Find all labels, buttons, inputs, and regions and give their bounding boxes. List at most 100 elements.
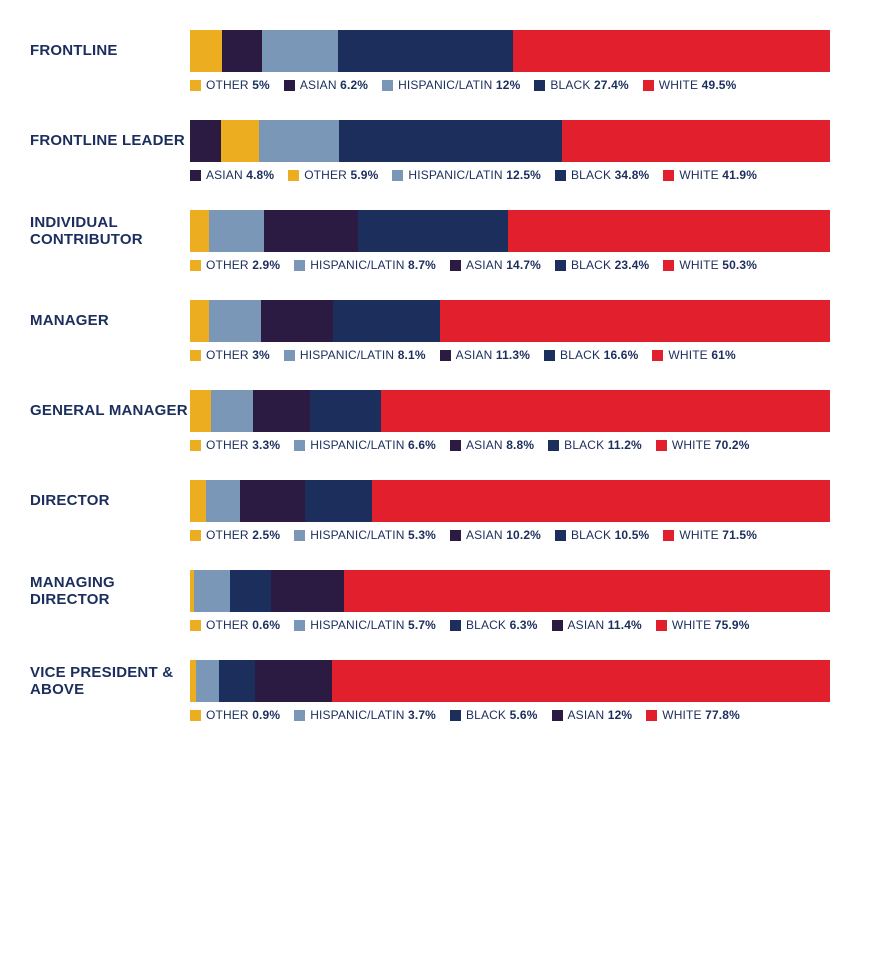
demographics-stacked-bar-chart: FRONTLINE OTHER 5%ASIAN 6.2%HISPANIC/LATI… [30,30,830,722]
legend-swatch-hispanic [294,440,305,451]
legend-text: OTHER 5% [206,78,270,92]
legend-swatch-other [190,350,201,361]
legend-text: BLACK 6.3% [466,618,538,632]
bar-segment-asian [261,300,333,342]
legend-item-hispanic: HISPANIC/LATIN 5.7% [294,618,436,632]
legend-text: OTHER 5.9% [304,168,378,182]
legend-value: 10.2% [506,528,541,542]
legend-item-black: BLACK 5.6% [450,708,538,722]
legend-item-hispanic: HISPANIC/LATIN 6.6% [294,438,436,452]
legend-text: BLACK 5.6% [466,708,538,722]
legend-category: WHITE [662,708,701,722]
legend-text: HISPANIC/LATIN 3.7% [310,708,436,722]
legend-value: 5.9% [350,168,378,182]
legend-value: 27.4% [594,78,629,92]
legend-text: ASIAN 10.2% [466,528,541,542]
legend-text: HISPANIC/LATIN 8.7% [310,258,436,272]
legend-text: WHITE 77.8% [662,708,740,722]
legend-item-black: BLACK 23.4% [555,258,649,272]
row-label: MANAGING DIRECTOR [30,574,190,609]
row-legend: OTHER 0.9% HISPANIC/LATIN 3.7% BLACK 5.6% A… [190,708,830,722]
row-legend: OTHER 3%HISPANIC/LATIN 8.1%ASIAN 11.3%BL… [190,348,830,362]
bar-segment-other [190,480,206,522]
row-legend: OTHER 5%ASIAN 6.2%HISPANIC/LATIN 12%BLAC… [190,78,830,92]
bar-segment-other [221,120,259,162]
legend-text: BLACK 16.6% [560,348,638,362]
legend-value: 0.6% [252,618,280,632]
legend-swatch-white [643,80,654,91]
legend-swatch-black [555,170,566,181]
bar-segment-white [562,120,830,162]
legend-item-asian: ASIAN 4.8% [190,168,274,182]
legend-text: OTHER 2.5% [206,528,280,542]
bar-segment-hispanic [209,300,261,342]
chart-row: VICE PRESIDENT & ABOVEOTHER 0.9%HISPANIC… [30,660,830,722]
stacked-bar [190,570,830,612]
bar-segment-white [440,300,830,342]
bar-segment-other [190,30,222,72]
bar-segment-black [219,660,255,702]
legend-text: BLACK 27.4% [550,78,628,92]
legend-item-other: OTHER 3.3% [190,438,280,452]
legend-value: 8.8% [506,438,534,452]
legend-swatch-hispanic [392,170,403,181]
legend-value: 6.3% [510,618,538,632]
legend-text: BLACK 10.5% [571,528,649,542]
legend-category: OTHER [206,708,249,722]
legend-text: ASIAN 12% [568,708,633,722]
legend-text: OTHER 2.9% [206,258,280,272]
chart-row-top: DIRECTOR [30,480,830,522]
chart-row-top: MANAGER [30,300,830,342]
legend-value: 3.7% [408,708,436,722]
legend-swatch-black [555,530,566,541]
bar-segment-asian [271,570,344,612]
legend-category: WHITE [668,348,707,362]
row-label: FRONTLINE LEADER [30,132,190,149]
legend-swatch-other [190,620,201,631]
legend-item-hispanic: HISPANIC/LATIN 5.3% [294,528,436,542]
legend-text: OTHER 0.9% [206,708,280,722]
chart-row-top: FRONTLINE [30,30,830,72]
legend-value: 75.9% [715,618,750,632]
legend-category: ASIAN [466,258,503,272]
stacked-bar [190,120,830,162]
row-label: MANAGER [30,312,190,329]
legend-text: HISPANIC/LATIN 8.1% [300,348,426,362]
legend-item-hispanic: HISPANIC/LATIN 3.7% [294,708,436,722]
legend-item-other: OTHER 3% [190,348,270,362]
legend-text: HISPANIC/LATIN 5.3% [310,528,436,542]
legend-swatch-asian [450,260,461,271]
legend-category: OTHER [304,168,347,182]
legend-item-hispanic: HISPANIC/LATIN 8.7% [294,258,436,272]
legend-category: HISPANIC/LATIN [310,438,404,452]
legend-category: BLACK [466,708,506,722]
legend-category: HISPANIC/LATIN [310,618,404,632]
stacked-bar [190,300,830,342]
legend-item-black: BLACK 34.8% [555,168,649,182]
legend-item-white: WHITE 41.9% [663,168,757,182]
bar-segment-hispanic [209,210,265,252]
legend-swatch-black [548,440,559,451]
bar-segment-asian [240,480,305,522]
legend-category: WHITE [672,438,711,452]
bar-segment-hispanic [194,570,231,612]
chart-row: INDIVIDUAL CONTRIBUTOROTHER 2.9%HISPANIC… [30,210,830,272]
legend-text: HISPANIC/LATIN 5.7% [310,618,436,632]
legend-category: BLACK [571,258,611,272]
row-label: FRONTLINE [30,42,190,59]
bar-segment-asian [190,120,221,162]
legend-value: 16.6% [604,348,639,362]
legend-value: 5.6% [510,708,538,722]
legend-swatch-black [450,620,461,631]
legend-item-asian: ASIAN 14.7% [450,258,541,272]
legend-category: ASIAN [456,348,493,362]
bar-segment-black [358,210,508,252]
legend-swatch-other [288,170,299,181]
bar-segment-other [190,210,209,252]
legend-category: ASIAN [466,438,503,452]
legend-value: 14.7% [506,258,541,272]
legend-text: OTHER 3% [206,348,270,362]
legend-item-black: BLACK 16.6% [544,348,638,362]
legend-swatch-hispanic [294,530,305,541]
legend-item-white: WHITE 50.3% [663,258,757,272]
